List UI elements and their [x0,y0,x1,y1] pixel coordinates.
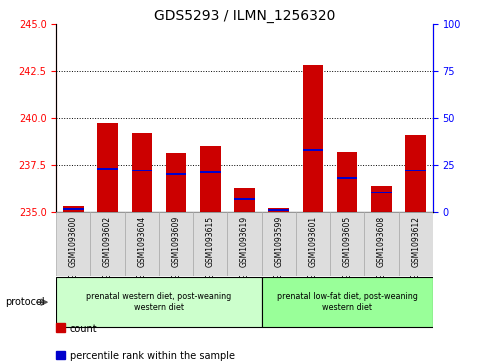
FancyBboxPatch shape [295,212,329,276]
Text: prenatal low-fat diet, post-weaning
western diet: prenatal low-fat diet, post-weaning west… [276,293,417,312]
Bar [131,170,152,171]
Text: GSM1093612: GSM1093612 [410,216,419,266]
Text: GSM1093604: GSM1093604 [137,216,146,267]
Text: GSM1093615: GSM1093615 [205,216,214,267]
FancyBboxPatch shape [227,212,261,276]
Text: GSM1093609: GSM1093609 [171,216,180,267]
Bar [131,134,152,212]
Text: GSM1093602: GSM1093602 [103,216,112,267]
FancyBboxPatch shape [261,277,432,327]
Bar [165,173,186,175]
Bar [405,170,425,171]
Bar [268,209,288,211]
Text: protocol: protocol [5,297,44,307]
FancyBboxPatch shape [56,277,261,327]
Bar [200,146,220,212]
Text: GDS5293 / ILMN_1256320: GDS5293 / ILMN_1256320 [154,9,334,23]
Bar [200,171,220,173]
Bar [405,135,425,212]
Bar [165,154,186,212]
Bar [63,208,83,210]
Bar [302,149,323,151]
FancyBboxPatch shape [398,212,432,276]
Text: GSM1093601: GSM1093601 [308,216,317,267]
Text: count: count [70,324,97,334]
FancyBboxPatch shape [329,212,364,276]
FancyBboxPatch shape [193,212,227,276]
Bar [97,123,118,212]
FancyBboxPatch shape [90,212,124,276]
Text: GSM1093608: GSM1093608 [376,216,385,267]
Text: GSM1093605: GSM1093605 [342,216,351,267]
Bar [234,188,254,212]
Text: prenatal western diet, post-weaning
western diet: prenatal western diet, post-weaning west… [86,293,231,312]
Bar [268,208,288,212]
Text: GSM1093600: GSM1093600 [69,216,78,267]
FancyBboxPatch shape [124,212,159,276]
Bar [370,186,391,212]
FancyBboxPatch shape [56,212,90,276]
Text: percentile rank within the sample: percentile rank within the sample [70,351,234,361]
FancyBboxPatch shape [261,212,295,276]
Bar [302,65,323,212]
Text: GSM1093619: GSM1093619 [240,216,248,267]
Text: GSM1093599: GSM1093599 [274,216,283,267]
Bar [97,168,118,170]
FancyBboxPatch shape [159,212,193,276]
Bar [336,152,357,212]
Bar [370,192,391,193]
Bar [234,198,254,200]
Bar [336,177,357,179]
Bar [63,206,83,212]
FancyBboxPatch shape [364,212,398,276]
